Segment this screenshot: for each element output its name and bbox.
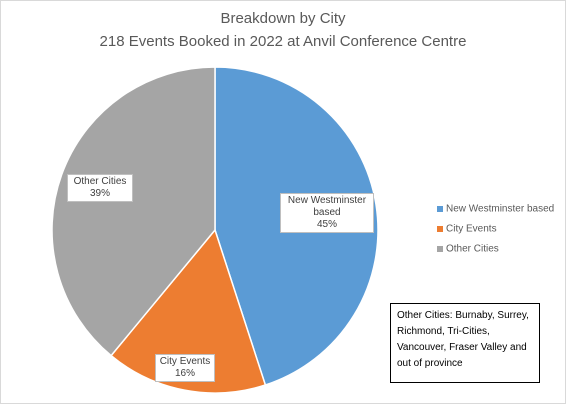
- data-label-box: City Events 16%: [155, 354, 215, 382]
- data-label-category: Other Cities: [73, 176, 127, 187]
- data-label-box: Other Cities 39%: [67, 174, 133, 202]
- legend-label: City Events: [446, 224, 497, 235]
- legend-swatch: [437, 246, 443, 252]
- data-label-category: New Westminster based: [287, 195, 367, 218]
- pie-slice: [110, 228, 267, 394]
- data-label-category: City Events: [159, 356, 211, 367]
- legend-swatch: [437, 226, 443, 232]
- legend-label: Other Cities: [446, 244, 499, 255]
- legend-swatch: [437, 206, 443, 212]
- annotation-box: Other Cities: Burnaby, Surrey, Richmond,…: [390, 303, 540, 383]
- data-label-value: 45%: [316, 219, 337, 230]
- pie-slice: [51, 66, 216, 357]
- chart-subtitle: 218 Events Booked in 2022 at Anvil Confe…: [100, 33, 467, 50]
- annotation-text: Other Cities: Burnaby, Surrey, Richmond,…: [397, 310, 529, 369]
- annotation: Other Cities: Burnaby, Surrey, Richmond,…: [390, 303, 540, 383]
- legend-label: New Westminster based: [446, 204, 554, 215]
- data-label-value: 16%: [174, 368, 195, 379]
- data-label-box: New Westminster based 45%: [280, 193, 374, 233]
- chart-title: Breakdown by City: [220, 10, 346, 27]
- data-label-value: 39%: [89, 188, 110, 199]
